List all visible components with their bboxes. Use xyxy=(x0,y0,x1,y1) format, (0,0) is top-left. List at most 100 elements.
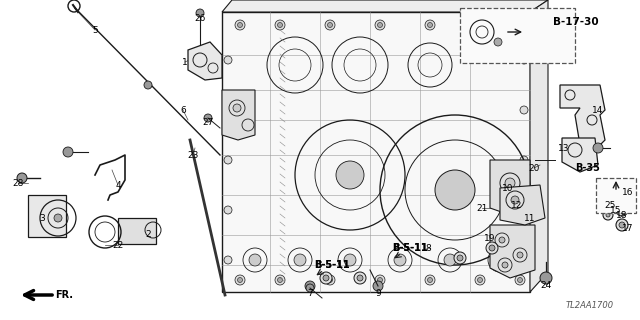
Circle shape xyxy=(323,275,329,281)
Circle shape xyxy=(520,256,528,264)
Text: FR.: FR. xyxy=(55,290,73,300)
Circle shape xyxy=(325,275,335,285)
Text: 5: 5 xyxy=(92,26,98,35)
Circle shape xyxy=(320,272,332,284)
Text: 17: 17 xyxy=(622,223,634,233)
Circle shape xyxy=(477,22,483,28)
Circle shape xyxy=(224,106,232,114)
Circle shape xyxy=(375,20,385,30)
Circle shape xyxy=(502,262,508,268)
Text: 6: 6 xyxy=(180,106,186,115)
Text: 1: 1 xyxy=(182,58,188,67)
Text: 24: 24 xyxy=(540,281,552,290)
Text: B-5-11: B-5-11 xyxy=(314,260,350,270)
Text: TL2AA1700: TL2AA1700 xyxy=(566,300,614,309)
Text: 27: 27 xyxy=(202,117,214,126)
Circle shape xyxy=(520,156,528,164)
Circle shape xyxy=(224,206,232,214)
Text: B-5-11: B-5-11 xyxy=(392,243,428,253)
Circle shape xyxy=(603,210,613,220)
Circle shape xyxy=(601,190,617,206)
Circle shape xyxy=(616,204,628,216)
Circle shape xyxy=(294,254,306,266)
Circle shape xyxy=(235,275,245,285)
Text: 23: 23 xyxy=(188,150,198,159)
Text: B-5-11: B-5-11 xyxy=(392,243,428,253)
Circle shape xyxy=(515,20,525,30)
Circle shape xyxy=(489,245,495,251)
Text: 15: 15 xyxy=(611,205,621,214)
Circle shape xyxy=(63,147,73,157)
Circle shape xyxy=(518,22,522,28)
Circle shape xyxy=(444,254,456,266)
Polygon shape xyxy=(490,225,535,278)
Text: 7: 7 xyxy=(307,289,313,298)
Circle shape xyxy=(344,254,356,266)
Polygon shape xyxy=(562,138,598,172)
Text: 4: 4 xyxy=(115,180,121,189)
Circle shape xyxy=(233,104,241,112)
Text: 22: 22 xyxy=(113,241,124,250)
Text: 12: 12 xyxy=(511,201,523,210)
Text: 20: 20 xyxy=(528,164,540,172)
Circle shape xyxy=(336,161,364,189)
Circle shape xyxy=(540,272,552,284)
Polygon shape xyxy=(560,85,605,145)
Circle shape xyxy=(378,22,383,28)
Circle shape xyxy=(204,114,212,122)
Circle shape xyxy=(520,56,528,64)
Circle shape xyxy=(515,275,525,285)
Circle shape xyxy=(394,254,406,266)
Circle shape xyxy=(224,156,232,164)
Circle shape xyxy=(235,20,245,30)
Circle shape xyxy=(54,214,62,222)
Bar xyxy=(118,218,156,244)
Text: 10: 10 xyxy=(502,183,514,193)
Circle shape xyxy=(237,22,243,28)
Circle shape xyxy=(518,277,522,283)
Circle shape xyxy=(494,38,502,46)
Circle shape xyxy=(306,284,314,292)
Circle shape xyxy=(475,275,485,285)
Circle shape xyxy=(378,277,383,283)
Circle shape xyxy=(505,178,515,188)
Circle shape xyxy=(486,242,498,254)
Text: 9: 9 xyxy=(375,289,381,298)
Text: 28: 28 xyxy=(12,179,24,188)
Circle shape xyxy=(357,275,363,281)
Circle shape xyxy=(520,106,528,114)
Circle shape xyxy=(475,20,485,30)
Text: B-17-30: B-17-30 xyxy=(553,17,599,27)
Circle shape xyxy=(17,173,27,183)
Circle shape xyxy=(275,20,285,30)
Circle shape xyxy=(305,281,315,291)
Circle shape xyxy=(354,272,366,284)
Circle shape xyxy=(224,256,232,264)
Circle shape xyxy=(224,56,232,64)
Circle shape xyxy=(454,252,466,264)
Circle shape xyxy=(457,255,463,261)
Text: 25: 25 xyxy=(604,201,616,210)
Circle shape xyxy=(619,222,625,228)
Circle shape xyxy=(237,277,243,283)
Text: B-35: B-35 xyxy=(575,163,600,173)
Circle shape xyxy=(428,22,433,28)
Circle shape xyxy=(278,22,282,28)
Circle shape xyxy=(425,275,435,285)
Text: 26: 26 xyxy=(195,13,205,22)
Polygon shape xyxy=(530,0,548,292)
Circle shape xyxy=(144,81,152,89)
Circle shape xyxy=(196,9,204,17)
Circle shape xyxy=(275,275,285,285)
Circle shape xyxy=(616,219,628,231)
Circle shape xyxy=(499,237,505,243)
Circle shape xyxy=(425,20,435,30)
Circle shape xyxy=(494,254,506,266)
Circle shape xyxy=(511,196,519,204)
Text: 11: 11 xyxy=(524,213,536,222)
Polygon shape xyxy=(222,90,255,140)
Text: 21: 21 xyxy=(476,204,488,212)
Circle shape xyxy=(605,194,613,202)
Text: 18: 18 xyxy=(616,211,628,220)
Polygon shape xyxy=(490,160,530,215)
